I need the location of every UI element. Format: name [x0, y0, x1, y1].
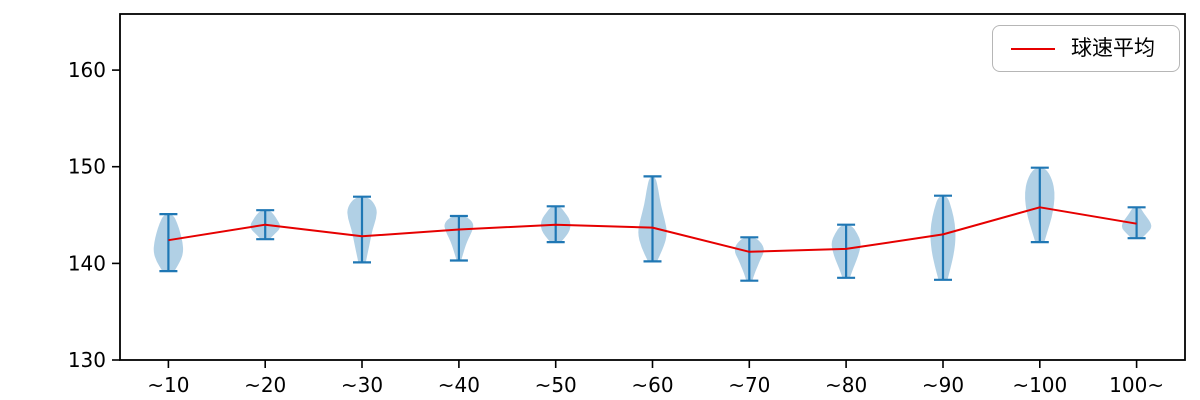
x-tick-label: ~70: [728, 373, 770, 397]
y-tick-label: 130: [68, 348, 106, 372]
x-tick-label: ~60: [631, 373, 673, 397]
x-tick-label: ~80: [825, 373, 867, 397]
x-tick-label: ~20: [244, 373, 286, 397]
x-tick-label: ~100: [1012, 373, 1067, 397]
x-tick-label: 100~: [1109, 373, 1164, 397]
x-tick-label: ~90: [922, 373, 964, 397]
x-tick-label: ~10: [147, 373, 189, 397]
y-tick-label: 160: [68, 58, 106, 82]
x-tick-label: ~40: [438, 373, 480, 397]
legend-label: 球速平均: [1071, 36, 1155, 60]
x-tick-label: ~50: [535, 373, 577, 397]
y-tick-label: 140: [68, 251, 106, 275]
x-tick-label: ~30: [341, 373, 383, 397]
mean-line: [168, 206, 1137, 253]
legend: 球速平均: [992, 25, 1180, 72]
y-tick-label: 150: [68, 155, 106, 179]
legend-line-sample: [1011, 47, 1055, 50]
